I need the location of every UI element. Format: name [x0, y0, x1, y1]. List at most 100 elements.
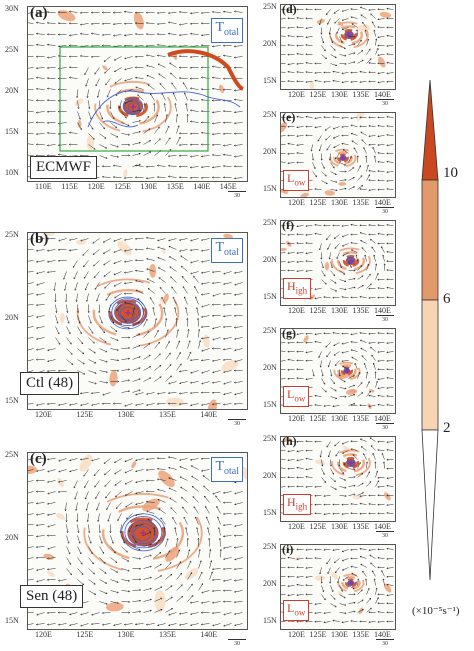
wind-arrow-head — [135, 86, 138, 89]
wind-arrow — [143, 531, 152, 536]
wind-arrow — [99, 111, 103, 120]
wind-arrow-head — [287, 261, 290, 264]
wind-arrow-head — [234, 326, 236, 329]
wind-arrow — [75, 502, 78, 511]
wind-arrow-head — [368, 9, 371, 11]
center-marker — [348, 580, 354, 586]
wind-arrow-head — [146, 268, 149, 271]
wind-arrow-head — [287, 53, 290, 56]
wind-arrow-head — [368, 296, 371, 299]
wind-arrow — [132, 120, 141, 123]
wind-arrow-head — [135, 623, 137, 626]
wind-arrow-head — [135, 514, 138, 517]
wind-arrow-head — [158, 277, 161, 280]
wind-arrow-head — [323, 612, 326, 615]
wind-arrow — [132, 153, 141, 156]
wind-arrow-head — [386, 512, 389, 514]
wind-arrow-head — [190, 176, 192, 179]
wind-arrow — [357, 59, 364, 64]
wind-arrow — [366, 371, 368, 379]
wind-arrow — [193, 506, 199, 514]
wind-arrow-head — [377, 143, 380, 146]
wind-arrow — [157, 392, 166, 395]
wind-arrow — [77, 568, 84, 575]
wind-arrow-head — [375, 38, 378, 41]
wind-arrow-head — [296, 459, 299, 462]
wind-arrow-head — [359, 295, 362, 298]
wind-arrow-head — [159, 376, 162, 379]
wind-arrow-head — [376, 597, 379, 600]
wind-arrow-head — [364, 254, 367, 257]
wind-arrow — [124, 260, 133, 263]
colorbar — [421, 80, 439, 581]
wind-arrow-head — [68, 552, 71, 555]
wind-arrow — [121, 369, 130, 371]
vorticity-patch — [281, 504, 285, 510]
wind-arrow — [314, 297, 322, 299]
wind-arrow-head — [212, 45, 214, 48]
wind-arrow — [219, 538, 221, 547]
center-marker — [130, 104, 136, 110]
wind-arrow — [36, 67, 45, 69]
wind-arrow-head — [58, 490, 60, 493]
lon-tick-label: 130E — [331, 414, 348, 423]
wind-arrow-head — [73, 277, 76, 280]
wind-arrow-head — [113, 23, 115, 26]
wind-arrow-head — [377, 44, 380, 47]
wind-arrow — [47, 491, 56, 495]
wind-arrow-head — [201, 359, 203, 362]
wind-arrow — [339, 603, 347, 606]
wind-arrow-head — [82, 583, 85, 586]
wind-arrow — [209, 560, 212, 569]
wind-arrow — [350, 333, 358, 335]
wind-arrow — [157, 489, 166, 492]
wind-arrow — [179, 11, 188, 13]
wind-arrow — [360, 14, 367, 19]
wind-arrow — [373, 254, 376, 262]
wind-arrow-head — [341, 125, 344, 128]
wind-arrow — [94, 67, 100, 75]
wind-arrow — [296, 225, 304, 227]
wind-arrow-head — [305, 351, 308, 354]
wind-arrow-head — [333, 237, 336, 239]
wind-arrow — [97, 89, 100, 98]
wind-arrow-head — [201, 305, 204, 308]
wind-arrow-head — [114, 483, 117, 486]
wind-arrow-head — [147, 84, 150, 87]
wind-arrow — [348, 485, 356, 487]
wind-arrow — [351, 140, 358, 145]
wind-arrow-head — [305, 242, 308, 245]
wind-arrow-head — [104, 340, 107, 343]
vorticity-patch — [356, 113, 365, 121]
wind-arrow-head — [359, 125, 362, 128]
wind-arrow-head — [149, 151, 152, 154]
wind-arrow — [124, 11, 133, 13]
wind-arrow-head — [135, 459, 138, 462]
wind-arrow — [377, 18, 385, 20]
wind-arrow-head — [116, 591, 119, 594]
wind-arrow-head — [341, 589, 343, 592]
wind-arrow-head — [168, 487, 171, 490]
wind-arrow-head — [324, 282, 327, 285]
wind-arrow-head — [76, 520, 79, 522]
wind-arrow — [368, 170, 376, 172]
lon-tick-label: 125E — [309, 630, 327, 639]
wind-arrow-head — [201, 611, 203, 614]
wind-arrow-head — [146, 177, 148, 180]
wind-arrow — [369, 554, 376, 559]
wind-arrow — [359, 332, 367, 334]
wind-arrow-head — [324, 128, 327, 131]
wind-arrow — [205, 506, 210, 514]
wind-arrow-head — [58, 470, 61, 473]
wind-arrow — [146, 177, 155, 179]
wind-arrow-head — [80, 458, 82, 461]
wind-arrow — [132, 600, 141, 602]
wind-arrow — [121, 122, 130, 126]
wind-arrow-head — [386, 332, 389, 335]
wind-arrow-head — [36, 249, 38, 252]
wind-arrow — [36, 579, 45, 582]
wind-arrow-head — [351, 572, 354, 575]
wind-arrow-head — [314, 62, 317, 65]
wind-arrow — [330, 603, 337, 608]
wind-arrow-head — [128, 133, 130, 136]
